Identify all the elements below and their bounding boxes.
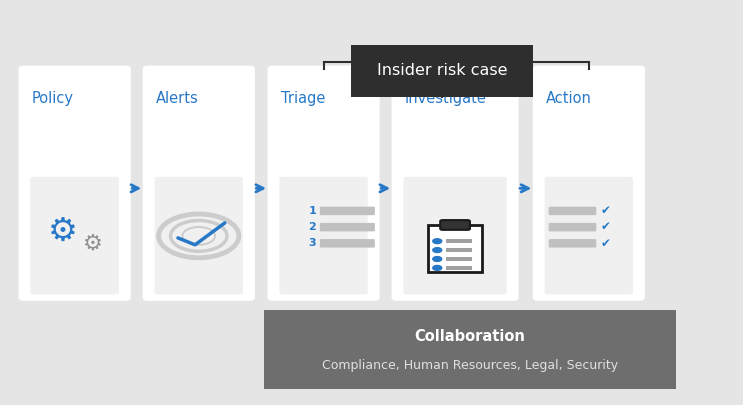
FancyBboxPatch shape xyxy=(30,177,119,294)
Text: ⚙: ⚙ xyxy=(82,233,103,253)
FancyBboxPatch shape xyxy=(267,66,380,301)
FancyBboxPatch shape xyxy=(143,66,255,301)
Text: ✔: ✔ xyxy=(600,220,610,233)
FancyBboxPatch shape xyxy=(548,223,597,231)
Text: ✔: ✔ xyxy=(600,237,610,249)
FancyBboxPatch shape xyxy=(446,248,473,252)
FancyBboxPatch shape xyxy=(19,66,131,301)
Text: Triage: Triage xyxy=(281,91,325,106)
Text: Alerts: Alerts xyxy=(156,91,199,106)
FancyBboxPatch shape xyxy=(533,66,645,301)
Text: 2: 2 xyxy=(308,222,317,232)
FancyBboxPatch shape xyxy=(403,177,507,294)
FancyBboxPatch shape xyxy=(446,257,473,261)
Text: Insider risk case: Insider risk case xyxy=(377,63,507,79)
Circle shape xyxy=(432,239,442,243)
FancyBboxPatch shape xyxy=(548,239,597,247)
Text: 1: 1 xyxy=(308,206,317,216)
FancyBboxPatch shape xyxy=(155,177,243,294)
FancyBboxPatch shape xyxy=(319,239,374,247)
FancyBboxPatch shape xyxy=(428,225,481,271)
FancyBboxPatch shape xyxy=(392,66,519,301)
FancyBboxPatch shape xyxy=(351,45,533,97)
Circle shape xyxy=(432,266,442,271)
Text: 3: 3 xyxy=(308,238,317,248)
FancyBboxPatch shape xyxy=(446,239,473,243)
FancyBboxPatch shape xyxy=(446,266,473,270)
Text: ⚙: ⚙ xyxy=(48,215,78,247)
FancyBboxPatch shape xyxy=(279,177,368,294)
Text: Policy: Policy xyxy=(32,91,74,106)
FancyBboxPatch shape xyxy=(548,207,597,215)
FancyBboxPatch shape xyxy=(440,220,470,230)
Circle shape xyxy=(432,257,442,262)
FancyBboxPatch shape xyxy=(545,177,633,294)
Text: ✔: ✔ xyxy=(600,204,610,217)
Text: Investigate: Investigate xyxy=(405,91,487,106)
FancyBboxPatch shape xyxy=(319,223,374,231)
Text: Collaboration: Collaboration xyxy=(415,329,525,344)
Circle shape xyxy=(432,247,442,253)
FancyBboxPatch shape xyxy=(319,207,374,215)
Text: Action: Action xyxy=(546,91,592,106)
Text: Compliance, Human Resources, Legal, Security: Compliance, Human Resources, Legal, Secu… xyxy=(322,358,618,372)
FancyBboxPatch shape xyxy=(264,310,676,389)
